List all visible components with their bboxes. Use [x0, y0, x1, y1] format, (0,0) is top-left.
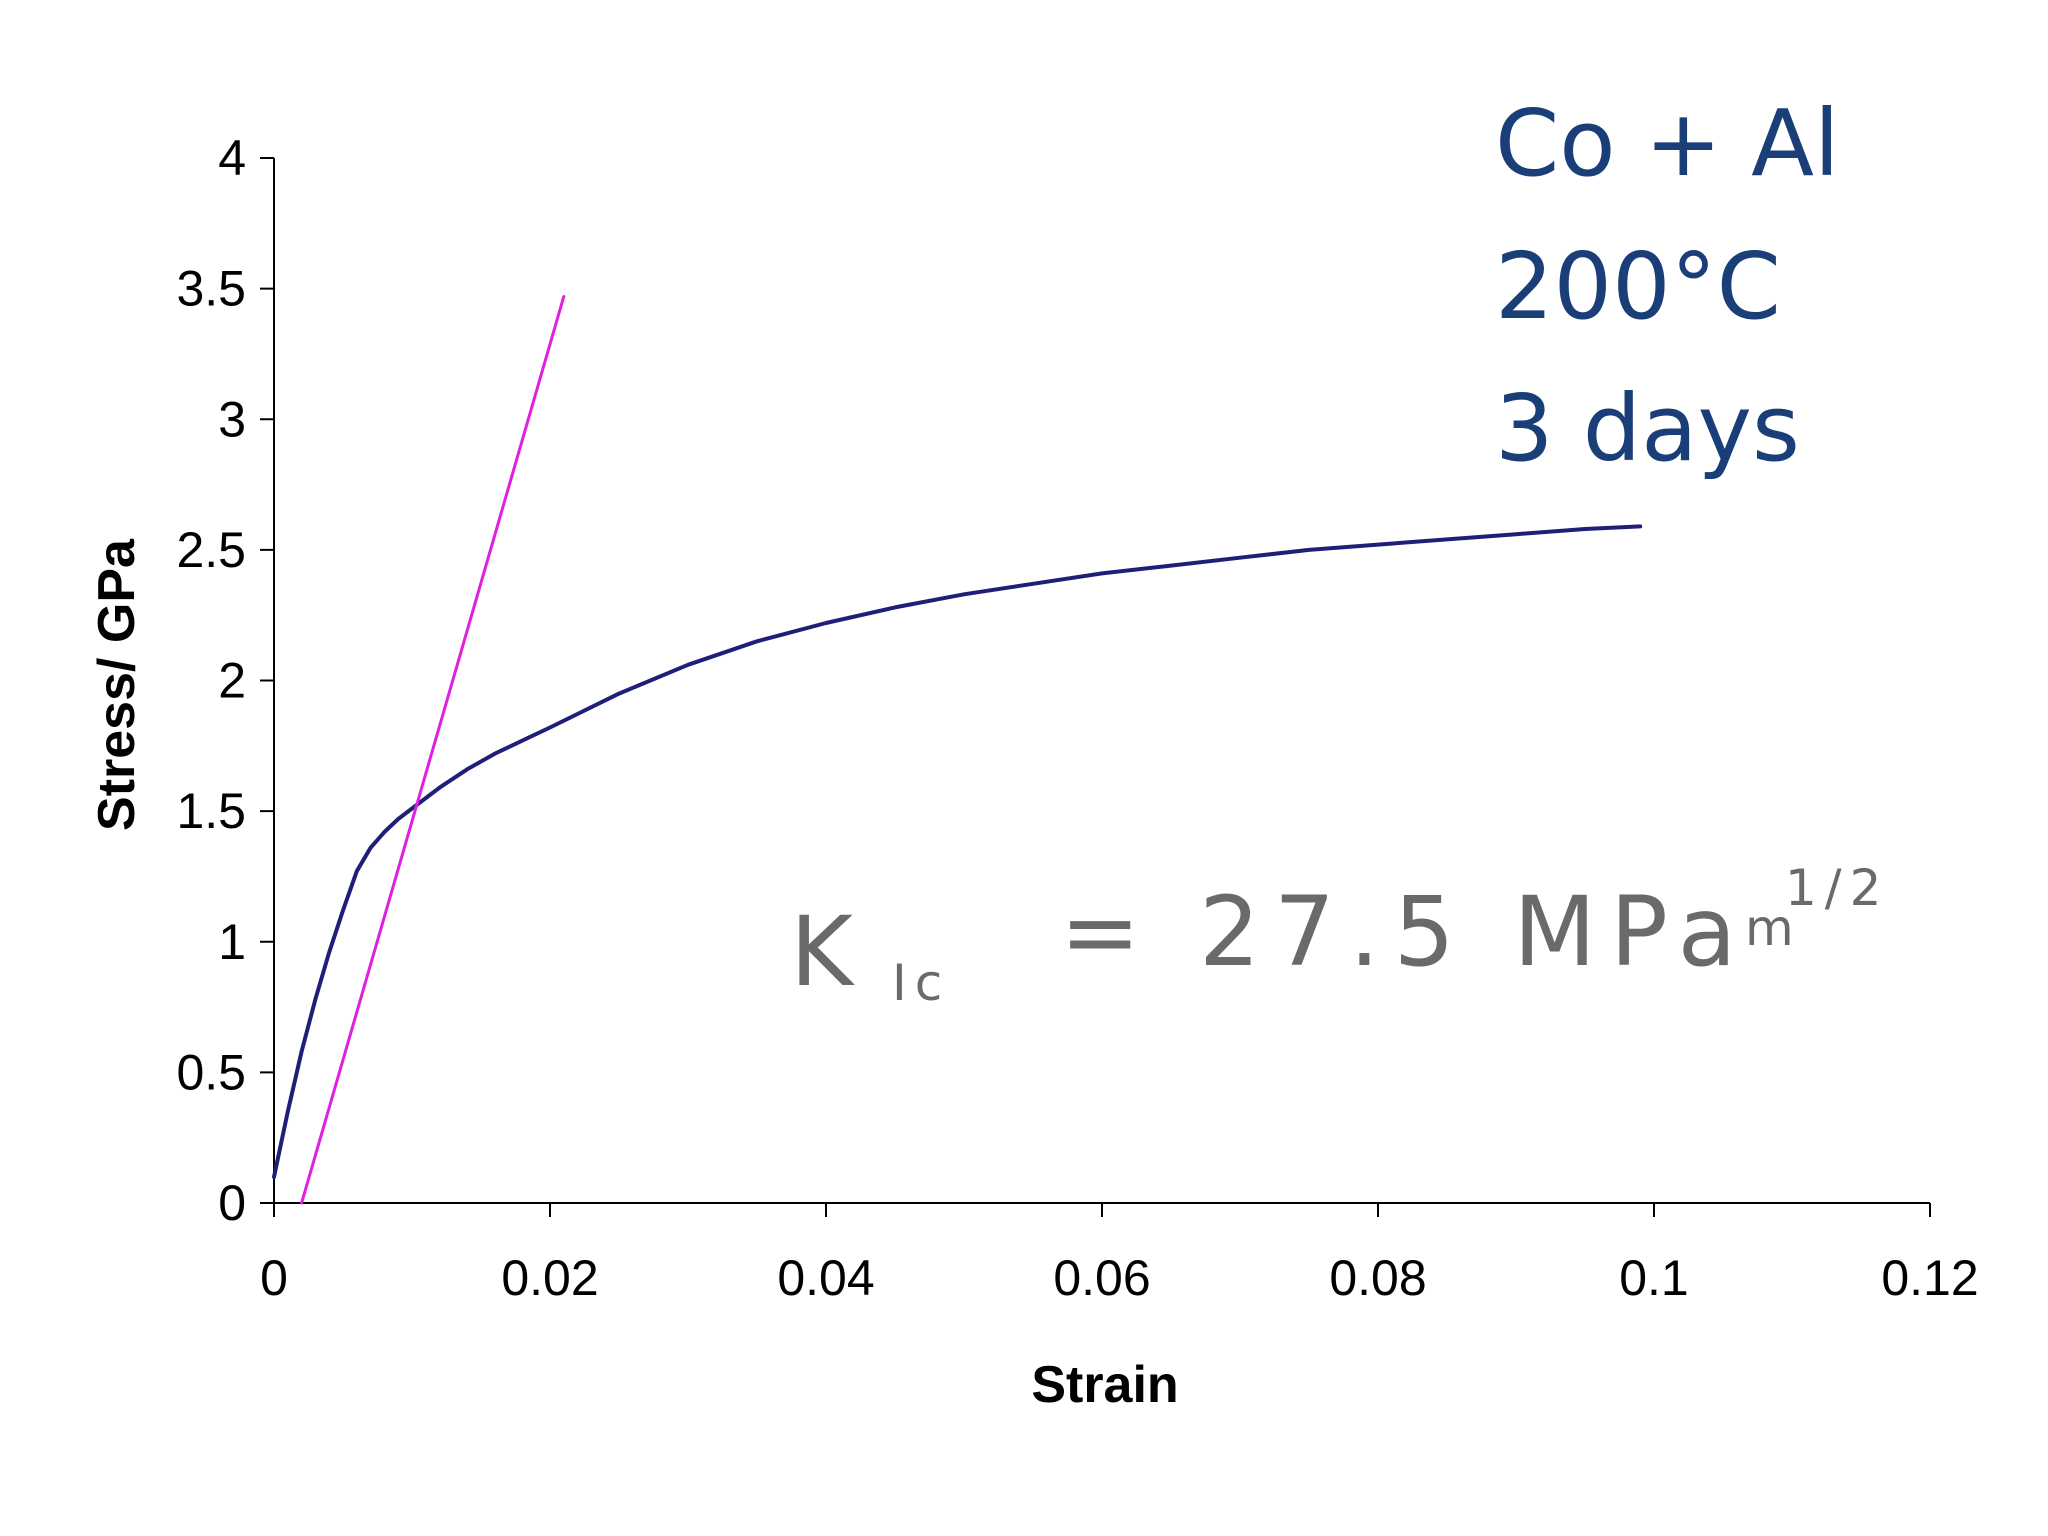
annotation-temperature: 200°C — [1495, 233, 1781, 340]
kic-symbol: K — [790, 896, 867, 1008]
x-tick-label: 0.02 — [501, 1250, 598, 1306]
kic-unit: m — [1745, 899, 1802, 957]
y-tick-label: 0 — [218, 1175, 246, 1231]
annotation-material: Co + Al — [1495, 90, 1840, 197]
x-tick-label: 0.12 — [1881, 1250, 1978, 1306]
series-group — [272, 295, 1643, 1205]
y-tick-label: 0.5 — [176, 1044, 246, 1100]
kic-value: = 27.5 MPa — [1060, 876, 1750, 988]
y-tick-label: 2.5 — [176, 522, 246, 578]
y-axis-title: Stress/ GPa — [88, 538, 146, 831]
y-tick-label: 4 — [218, 130, 246, 186]
x-axis-title: Strain — [1031, 1356, 1178, 1414]
x-tick-label: 0.08 — [1329, 1250, 1426, 1306]
stress-strain-curve — [272, 524, 1643, 1179]
annotation-duration: 3 days — [1495, 375, 1800, 482]
y-tick-label: 1.5 — [176, 783, 246, 839]
x-tick-label: 0.1 — [1619, 1250, 1689, 1306]
offset-line — [300, 295, 566, 1205]
x-tick-label: 0.06 — [1053, 1250, 1150, 1306]
y-tick-label: 2 — [218, 653, 246, 709]
y-tick-label: 1 — [218, 914, 246, 970]
y-tick-label: 3 — [218, 391, 246, 447]
kic-subscript: Ic — [892, 954, 950, 1012]
y-tick-label: 3.5 — [176, 261, 246, 317]
x-tick-label: 0.04 — [777, 1250, 874, 1306]
ticks: 0 0.5 1 1.5 2 2.5 3 3.5 4 0 0.02 0.04 0.06 0.08 0.1 0.1… — [176, 130, 1978, 1306]
kic-exponent: 1/2 — [1785, 859, 1889, 917]
annotation-fracture-toughness: K Ic = 27.5 MPa m 1/2 — [790, 859, 1889, 1012]
x-tick-label: 0 — [260, 1250, 288, 1306]
